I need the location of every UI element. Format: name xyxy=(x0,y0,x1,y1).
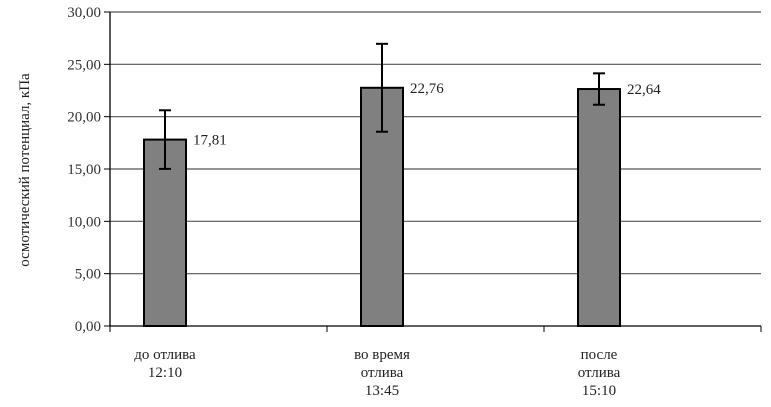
y-tick-label: 25,00 xyxy=(67,57,101,73)
bar xyxy=(577,88,621,327)
y-tick-label: 5,00 xyxy=(75,267,101,283)
category-label: отлива xyxy=(578,365,621,381)
category-label: после xyxy=(581,347,618,363)
y-tick-label: 10,00 xyxy=(67,214,101,230)
category-label: 13:45 xyxy=(365,383,399,399)
data-label: 22,64 xyxy=(627,82,661,98)
category-label: отлива xyxy=(361,365,404,381)
category-label: до отлива xyxy=(134,347,196,363)
y-tick-label: 15,00 xyxy=(67,162,101,178)
y-tick-label: 30,00 xyxy=(67,5,101,21)
y-axis-label: осмотический потенциал, кПа xyxy=(17,73,33,267)
y-tick-label: 20,00 xyxy=(67,110,101,126)
category-label: 12:10 xyxy=(148,365,182,381)
category-label: во время xyxy=(354,347,410,363)
data-label: 17,81 xyxy=(193,133,227,149)
category-label: 15:10 xyxy=(582,383,616,399)
y-tick-label: 0,00 xyxy=(75,319,101,335)
data-label: 22,76 xyxy=(410,81,444,97)
